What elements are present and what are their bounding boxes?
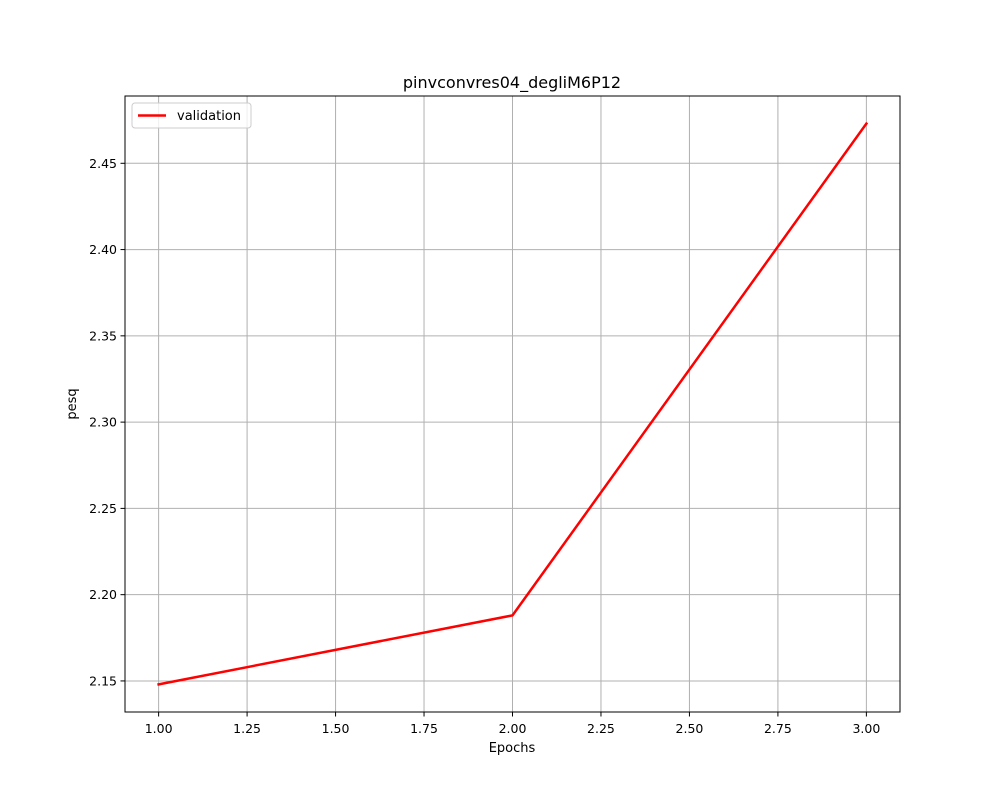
y-axis-label: pesq [65,388,80,419]
x-tick-label: 1.25 [233,721,261,736]
y-tick-label: 2.15 [89,673,117,688]
y-tick-label: 2.30 [89,415,117,430]
y-tick-label: 2.20 [89,587,117,602]
y-tick-label: 2.25 [89,501,117,516]
x-tick-label: 2.50 [676,721,704,736]
y-tick-label: 2.45 [89,156,117,171]
legend-box [131,102,252,129]
x-tick-label: 2.25 [587,721,615,736]
chart-title: pinvconvres04_degliM6P12 [403,73,621,93]
x-tick-label: 1.00 [145,721,173,736]
x-axis: 1.00 1.25 1.50 1.75 2.00 2.25 2.50 2.75 3.00 [145,712,880,736]
x-tick-label: 2.00 [499,721,527,736]
x-axis-label: Epochs [489,741,536,756]
y-tick-label: 2.40 [89,242,117,257]
x-tick-label: 3.00 [852,721,880,736]
grid [125,96,900,712]
x-tick-label: 1.50 [322,721,350,736]
x-tick-label: 2.75 [764,721,792,736]
y-tick-label: 2.35 [89,328,117,343]
y-axis: 2.15 2.20 2.25 2.30 2.35 2.40 2.45 [89,156,125,688]
x-tick-label: 1.75 [410,721,438,736]
legend-label-validation: validation [177,109,241,124]
legend: validation [131,102,252,129]
series-layer [157,121,869,686]
